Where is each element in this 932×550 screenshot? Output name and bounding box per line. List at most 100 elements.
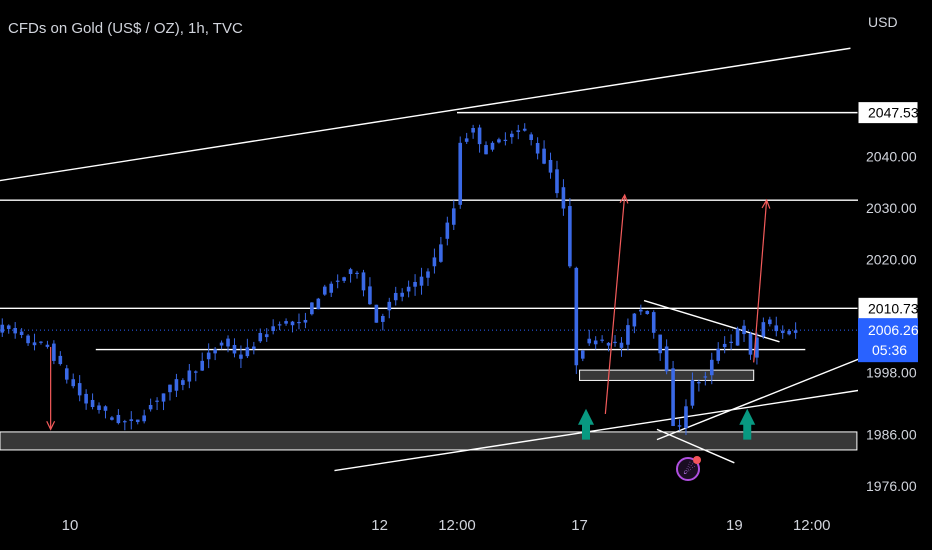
candle-body	[497, 139, 501, 143]
candle-body	[322, 286, 327, 295]
x-tick-label: 19	[726, 517, 743, 534]
candle-body	[103, 406, 108, 411]
svg-text:2006.26: 2006.26	[868, 322, 919, 338]
trend-line[interactable]	[334, 378, 932, 472]
candle-body	[245, 347, 250, 357]
candle-body	[639, 309, 643, 312]
candle-body	[690, 380, 695, 406]
symbol-title[interactable]: CFDs on Gold (US$ / OZ), 1h, TVC	[8, 20, 243, 37]
candles	[0, 123, 798, 436]
candle-body	[310, 302, 314, 315]
candle-body	[535, 143, 540, 154]
candle-body	[580, 350, 585, 359]
candle-body	[290, 321, 295, 326]
candle-body	[45, 344, 50, 347]
candle-body	[200, 360, 205, 371]
trend-line[interactable]	[0, 47, 851, 184]
buy-arrow[interactable]	[739, 408, 756, 440]
candle-body	[742, 325, 746, 335]
svg-text:2047.53: 2047.53	[868, 105, 919, 121]
candle-body	[348, 269, 353, 275]
candle-body	[193, 371, 198, 373]
trend-line[interactable]	[643, 299, 780, 343]
candle-body	[213, 349, 217, 354]
candle-body	[0, 324, 5, 333]
candle-body	[135, 419, 140, 423]
candle-body	[26, 335, 30, 344]
projection-arrow[interactable]	[46, 346, 56, 431]
candle-body	[664, 346, 669, 372]
candle-body	[568, 206, 572, 267]
candle-body	[761, 322, 766, 337]
candle-body	[768, 319, 772, 325]
y-tick-label: 1998.00	[866, 365, 917, 381]
x-tick-label: 12	[371, 517, 388, 534]
y-tick-label: 2020.00	[866, 251, 917, 267]
candle-body	[600, 339, 604, 341]
candle-body	[271, 326, 275, 331]
candle-body	[387, 301, 392, 311]
svg-text:2010.73: 2010.73	[868, 300, 919, 316]
candle-body	[606, 342, 611, 346]
candle-body	[110, 417, 114, 420]
candle-body	[239, 354, 243, 359]
candle-body	[439, 244, 443, 262]
candle-body	[671, 368, 675, 426]
plot-area[interactable]	[0, 47, 932, 472]
support-zone[interactable]	[0, 431, 858, 451]
candle-body	[632, 313, 637, 327]
candle-body	[155, 400, 159, 402]
candle-body	[774, 325, 779, 332]
candle-body	[432, 257, 437, 267]
candle-body	[342, 277, 346, 281]
currency-label[interactable]: USD	[868, 14, 898, 30]
candle-body	[735, 328, 740, 346]
candle-body	[548, 159, 553, 173]
candle-body	[148, 404, 153, 410]
candle-body	[361, 272, 366, 291]
candle-body	[368, 286, 372, 305]
x-tick-label: 12:00	[438, 517, 476, 534]
candle-body	[510, 133, 514, 138]
price-tag-resistance[interactable]: 2010.73	[857, 296, 919, 320]
candle-body	[258, 332, 263, 342]
notification-badge[interactable]: ☄	[676, 456, 701, 481]
lightning-icon: ☄	[683, 461, 696, 477]
candle-body	[458, 142, 463, 205]
candle-body	[419, 276, 424, 286]
candle-body	[13, 328, 17, 334]
candle-body	[619, 342, 624, 348]
candle-body	[393, 292, 398, 301]
y-tick-label: 1986.00	[866, 427, 917, 443]
candle-body	[574, 267, 579, 366]
candle-body	[297, 321, 301, 324]
candle-body	[84, 393, 88, 404]
candle-body	[116, 414, 121, 424]
buy-arrow[interactable]	[578, 408, 594, 440]
y-tick-label: 2030.00	[866, 200, 917, 216]
projection-arrow[interactable]	[753, 198, 771, 363]
candle-body	[123, 421, 127, 423]
candle-body	[677, 425, 682, 427]
candle-body	[780, 330, 785, 334]
price-tag-last[interactable]: 2006.26 05:36	[858, 318, 919, 363]
candle-body	[477, 127, 482, 145]
trend-line[interactable]	[656, 428, 735, 464]
trend-line[interactable]	[656, 352, 876, 441]
y-tick-label: 1976.00	[866, 478, 917, 494]
candle-body	[697, 382, 701, 384]
candle-body	[232, 345, 237, 354]
candle-body	[187, 370, 192, 382]
candle-body	[284, 321, 288, 324]
price-tag-upper[interactable]: 2047.53	[857, 101, 919, 125]
y-tick-label: 2040.00	[866, 148, 917, 164]
x-tick-label: 12:00	[793, 517, 831, 534]
candle-body	[748, 333, 753, 355]
candle-body	[709, 359, 714, 376]
projection-arrow[interactable]	[604, 193, 629, 414]
x-tick-label: 10	[62, 517, 79, 534]
candle-body	[161, 393, 166, 402]
candle-body	[374, 304, 379, 323]
